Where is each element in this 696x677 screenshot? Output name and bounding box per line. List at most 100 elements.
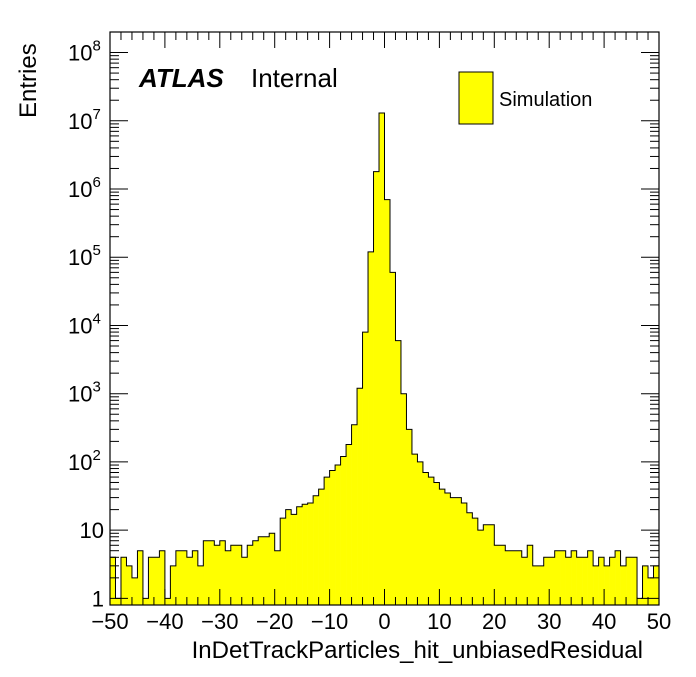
histogram-bin bbox=[219, 540, 226, 605]
histogram-bin bbox=[389, 272, 396, 605]
y-tick-label: 104 bbox=[68, 310, 101, 338]
histogram-bin bbox=[115, 598, 122, 605]
histogram-bin bbox=[153, 557, 160, 605]
x-tick-label: 40 bbox=[592, 609, 616, 634]
histogram-bin bbox=[307, 503, 314, 605]
histogram-bin bbox=[642, 565, 649, 605]
histogram-bin bbox=[313, 495, 319, 605]
histogram-bin bbox=[494, 545, 501, 605]
histogram-bin bbox=[483, 524, 490, 605]
x-tick-label: −20 bbox=[256, 609, 293, 634]
histogram-bin bbox=[335, 465, 341, 605]
y-tick-label: 107 bbox=[68, 106, 101, 134]
histogram-bin bbox=[340, 456, 347, 605]
histogram-bin bbox=[346, 444, 352, 605]
histogram-bin bbox=[593, 565, 599, 605]
plot-frame bbox=[109, 31, 660, 606]
legend-swatch-simulation bbox=[458, 71, 494, 125]
histogram-bin bbox=[609, 557, 616, 605]
histogram-bin bbox=[631, 557, 638, 605]
histogram-bin bbox=[488, 524, 495, 605]
histogram-bin bbox=[236, 545, 243, 605]
histogram-bin bbox=[472, 518, 479, 605]
internal-label: Internal bbox=[251, 63, 338, 93]
histogram-bin bbox=[615, 550, 621, 605]
histogram-bin bbox=[549, 557, 555, 605]
histogram-bin bbox=[538, 565, 545, 605]
x-axis-title: InDetTrackParticles_hit_unbiasedResidual bbox=[192, 637, 643, 664]
histogram-bin bbox=[620, 565, 627, 605]
histogram-bin bbox=[131, 577, 138, 605]
histogram-bin bbox=[477, 530, 484, 605]
histogram-bin bbox=[214, 545, 221, 605]
histogram-bin bbox=[291, 514, 297, 605]
histogram-bin bbox=[142, 598, 149, 605]
histogram-bin bbox=[439, 489, 446, 605]
histogram-bin bbox=[379, 112, 385, 606]
histogram-bin bbox=[626, 557, 632, 605]
histogram-bin bbox=[565, 557, 572, 605]
histogram-bin bbox=[126, 565, 133, 605]
histogram-bin bbox=[571, 550, 577, 605]
histogram-bin bbox=[120, 557, 127, 605]
histogram-bin bbox=[400, 393, 407, 605]
histogram-bin bbox=[258, 536, 265, 605]
histogram-bin bbox=[406, 429, 413, 605]
histogram-bin bbox=[510, 550, 517, 605]
x-tick-label: −10 bbox=[311, 609, 348, 634]
histogram-bin bbox=[576, 557, 583, 605]
histogram-bin bbox=[587, 550, 594, 605]
histogram-bin bbox=[357, 388, 363, 605]
y-tick-label: 103 bbox=[68, 379, 101, 407]
histogram-bin bbox=[373, 171, 380, 606]
histogram-bin bbox=[598, 557, 605, 605]
histogram-bin bbox=[516, 550, 523, 605]
histogram-bin bbox=[422, 472, 429, 605]
histogram-bin bbox=[384, 199, 391, 605]
histogram-bin bbox=[164, 598, 171, 605]
histogram-bin bbox=[137, 550, 144, 605]
histogram-bin bbox=[148, 557, 155, 605]
histogram-bin bbox=[637, 598, 643, 605]
y-axis-title: Entries bbox=[15, 43, 42, 118]
histogram-bin bbox=[417, 461, 424, 605]
histogram-bin bbox=[170, 565, 177, 605]
legend: Simulation bbox=[458, 71, 592, 125]
histogram-bin bbox=[181, 550, 188, 605]
histogram-bin bbox=[554, 550, 561, 605]
histogram-bin bbox=[368, 251, 374, 605]
histogram-bin bbox=[318, 489, 325, 605]
histogram-bin bbox=[461, 503, 468, 605]
histogram-bin bbox=[192, 550, 199, 605]
legend-label-simulation: Simulation bbox=[499, 89, 592, 111]
y-tick-label: 108 bbox=[68, 38, 101, 66]
y-tick-label: 106 bbox=[68, 174, 101, 202]
histogram-bin bbox=[527, 545, 534, 605]
x-tick-label: −30 bbox=[201, 609, 238, 634]
y-tick-label: 102 bbox=[68, 447, 101, 475]
histogram-bin bbox=[329, 470, 336, 605]
histogram-bin bbox=[280, 518, 286, 605]
histogram-bin bbox=[208, 540, 215, 605]
histogram-bin bbox=[543, 557, 550, 605]
histogram-bin bbox=[604, 565, 610, 605]
histogram-bin bbox=[428, 477, 435, 605]
histogram-bin bbox=[505, 550, 512, 605]
histogram-bin bbox=[433, 482, 440, 605]
histogram-bin bbox=[302, 504, 308, 605]
histogram-outline bbox=[110, 112, 659, 599]
histogram-bin bbox=[653, 565, 660, 605]
histogram-bin bbox=[648, 577, 654, 605]
y-tick-label: 1 bbox=[92, 586, 104, 611]
histogram-bin bbox=[466, 512, 473, 605]
histogram-bin bbox=[560, 550, 566, 605]
histogram-bin bbox=[296, 506, 303, 605]
histogram-bin bbox=[110, 557, 116, 605]
histogram-bin bbox=[247, 545, 254, 605]
histogram-bin bbox=[269, 533, 275, 605]
histogram-bin bbox=[285, 509, 292, 605]
histogram-bin bbox=[324, 477, 330, 605]
histogram-bin bbox=[274, 550, 281, 605]
histogram-bin bbox=[159, 550, 166, 605]
